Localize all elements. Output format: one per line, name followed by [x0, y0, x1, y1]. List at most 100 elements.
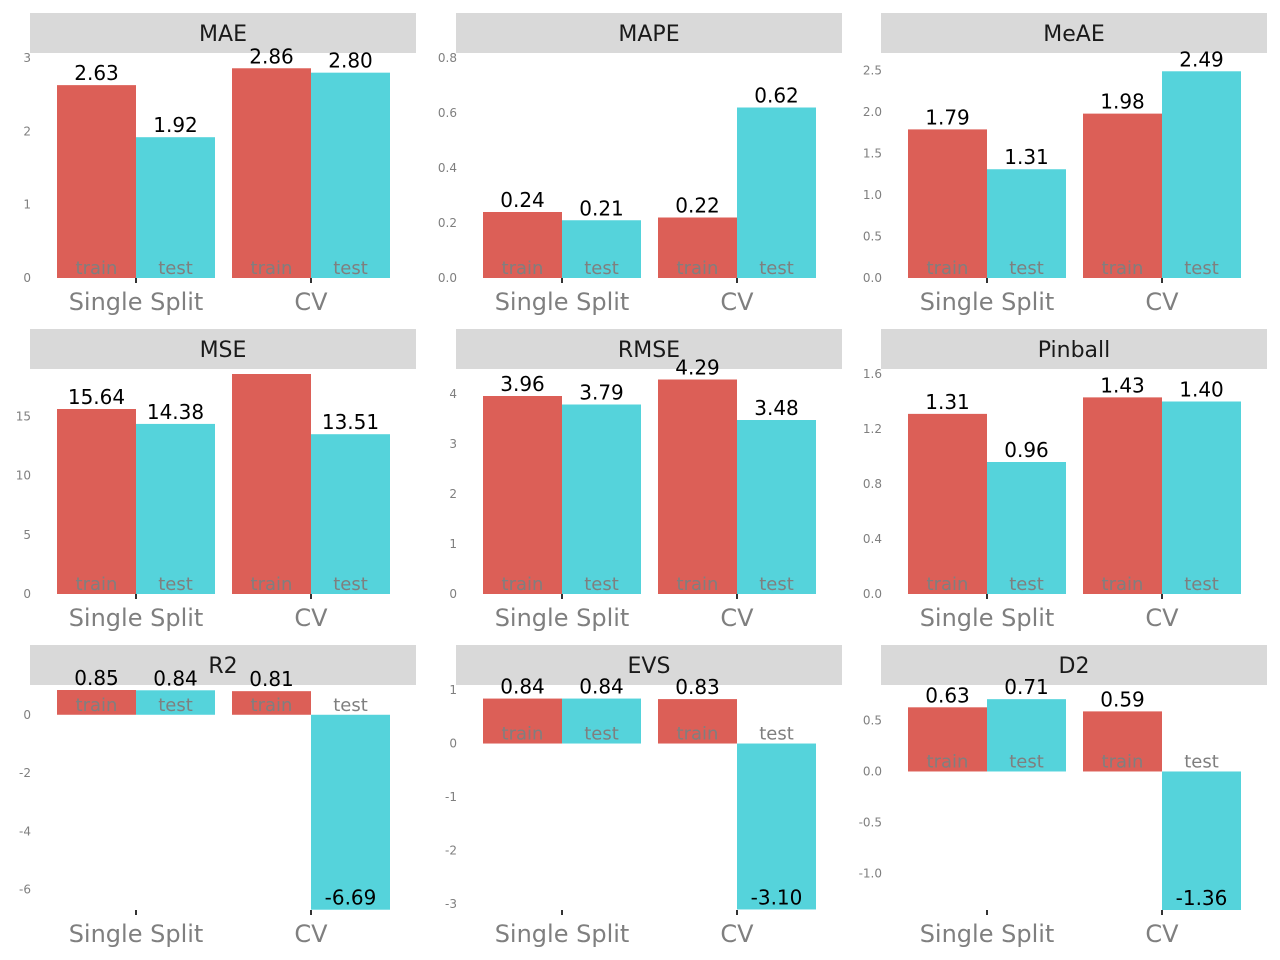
x-category-label: CV: [720, 604, 754, 632]
bar-value-label: 0.96: [1004, 438, 1049, 462]
bar-test-cv: [737, 107, 816, 278]
y-tick-label: 1.5: [863, 146, 882, 160]
bar-series-label: train: [677, 574, 719, 595]
x-category-label: CV: [294, 604, 328, 632]
bar-value-label: 0.84: [153, 666, 198, 690]
bar-test-single-split: [136, 423, 215, 594]
bar-train-single-split: [483, 698, 562, 744]
bar-value-label: 1.98: [1100, 90, 1145, 114]
y-tick-label: 0: [23, 587, 31, 601]
bar-test-single-split: [136, 690, 215, 715]
bar-series-label: test: [1184, 258, 1219, 279]
bar-value-label: 0.84: [500, 675, 545, 699]
facet-panel-evs: EVS -3 -2 -1 0 1 0.84 train 0.84 test 0.83 train -3.…: [445, 645, 842, 948]
bar-train-single-split: [57, 85, 136, 278]
bar-series-label: train: [251, 258, 293, 279]
x-category-label: Single Split: [69, 920, 204, 948]
bar-series-label: train: [502, 724, 544, 745]
bar-value-label: 1.40: [1179, 378, 1224, 402]
bar-value-label: -3.10: [751, 885, 803, 909]
bar-series-label: train: [677, 724, 719, 745]
facet-panel-d2: D2 -1.0 -0.5 0.0 0.5 0.63 train 0.71 test 0.59 tra…: [859, 645, 1267, 948]
y-tick-label: 2: [449, 487, 457, 501]
y-tick-label: 5: [23, 528, 31, 542]
facet-panel-mape: MAPE 0.0 0.2 0.4 0.6 0.8 0.24 train 0.21 test 0.22…: [438, 13, 842, 316]
bar-value-label: 0.63: [925, 683, 970, 707]
bar-train-cv: [658, 699, 737, 744]
bar-value-label: 0.22: [675, 194, 720, 218]
bar-series-label: test: [759, 724, 794, 745]
facet-strip: [881, 329, 1267, 369]
bar-series-label: test: [333, 695, 368, 716]
bar-series-label: train: [76, 574, 118, 595]
facet-strip: [30, 645, 416, 685]
bar-series-label: test: [1184, 751, 1219, 772]
bar-series-label: train: [927, 574, 969, 595]
bar-train-single-split: [908, 707, 987, 772]
bar-value-label: 3.48: [754, 396, 799, 420]
y-tick-label: 1: [449, 683, 457, 697]
facet-title: MAE: [199, 22, 247, 47]
bar-test-cv: [1162, 401, 1241, 594]
y-tick-label: 1.6: [863, 367, 882, 381]
bar-train-single-split: [908, 129, 987, 278]
bar-value-label: 4.29: [675, 356, 720, 380]
facet-title: MSE: [200, 338, 247, 363]
bar-test-cv: [311, 714, 390, 910]
bar-series-label: test: [759, 574, 794, 595]
y-tick-label: 0.5: [863, 229, 882, 243]
bar-train-cv: [232, 691, 311, 715]
bar-series-label: train: [927, 751, 969, 772]
bar-series-label: train: [76, 695, 118, 716]
bar-value-label: 2.86: [249, 44, 294, 68]
bar-value-label: 15.64: [68, 385, 125, 409]
facet-strip: [881, 645, 1267, 685]
y-tick-label: -1.0: [859, 866, 882, 880]
x-category-label: Single Split: [69, 288, 204, 316]
facet-strip: [881, 13, 1267, 53]
y-tick-label: 1.0: [863, 188, 882, 202]
y-tick-label: 0.4: [438, 161, 457, 175]
bar-train-single-split: [57, 409, 136, 594]
bar-value-label: 1.31: [1004, 145, 1049, 169]
y-tick-label: 0.4: [863, 532, 882, 546]
bar-series-label: train: [1102, 574, 1144, 595]
facet-panel-r2: R2 -6 -4 -2 0 0.85 train 0.84 test 0.81 train -6.69…: [19, 645, 416, 948]
bar-series-label: train: [1102, 258, 1144, 279]
bar-train-cv: [658, 217, 737, 278]
bar-series-label: test: [759, 258, 794, 279]
bar-test-cv: [311, 434, 390, 594]
y-tick-label: 0.2: [438, 216, 457, 230]
facet-title: RMSE: [618, 338, 680, 363]
bar-value-label: 1.79: [925, 105, 970, 129]
facet-panel-mse: MSE 0 5 10 15 15.64 train 14.38 test train 13.51 te…: [16, 329, 416, 632]
x-category-label: CV: [294, 288, 328, 316]
bar-series-label: test: [1009, 258, 1044, 279]
bar-train-cv: [232, 68, 311, 279]
bar-series-label: test: [158, 258, 193, 279]
y-tick-label: 0.6: [438, 106, 457, 120]
bar-value-label: 2.80: [328, 49, 373, 73]
bar-value-label: 2.63: [74, 61, 119, 85]
bar-value-label: 0.24: [500, 188, 545, 212]
bar-test-cv: [311, 72, 390, 279]
bar-series-label: test: [1184, 574, 1219, 595]
bar-series-label: train: [251, 574, 293, 595]
y-tick-label: 4: [449, 387, 457, 401]
facet-title: R2: [208, 654, 237, 679]
y-tick-label: 0.8: [863, 477, 882, 491]
y-tick-label: 0.0: [863, 271, 882, 285]
bar-train-cv: [1083, 711, 1162, 772]
bar-series-label: train: [1102, 751, 1144, 772]
facet-panel-pinball: Pinball 0.0 0.4 0.8 1.2 1.6 1.31 train 0.96 test 1…: [863, 329, 1267, 632]
bar-test-single-split: [987, 699, 1066, 772]
bar-test-single-split: [987, 169, 1066, 278]
bar-train-cv: [658, 379, 737, 594]
facet-panel-mae: MAE 0 1 2 3 2.63 train 1.92 test 2.86 train 2.80 tes…: [23, 13, 416, 316]
y-tick-label: 0.0: [863, 764, 882, 778]
y-tick-label: 2.5: [863, 63, 882, 77]
y-tick-label: -3: [445, 897, 457, 911]
bar-train-single-split: [483, 212, 562, 278]
y-tick-label: -2: [445, 844, 457, 858]
